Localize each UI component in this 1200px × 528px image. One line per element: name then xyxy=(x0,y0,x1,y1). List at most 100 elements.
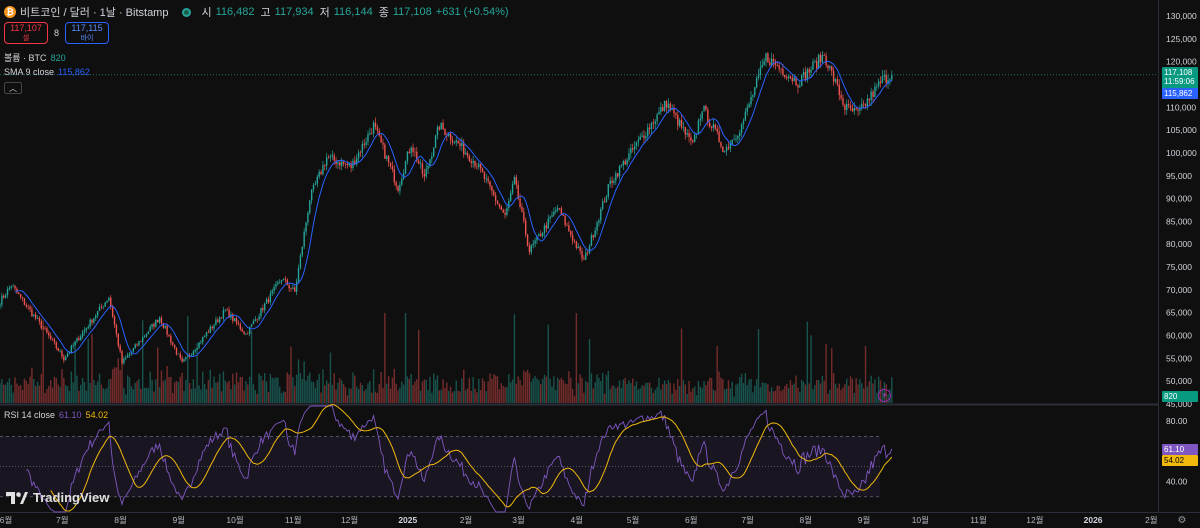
candle-body xyxy=(831,66,833,71)
volume-bar xyxy=(232,373,234,403)
volume-bar xyxy=(187,316,189,403)
candle-body xyxy=(143,336,146,338)
candle-body xyxy=(579,246,581,251)
volume-legend[interactable]: 볼륨 · BTC 820 xyxy=(4,51,66,64)
volume-bar xyxy=(81,377,84,403)
volume-bar xyxy=(209,369,211,403)
candle-body xyxy=(568,225,570,232)
volume-bar xyxy=(342,383,345,403)
candle-body xyxy=(832,70,835,82)
buy-button[interactable]: 117,115 바이 xyxy=(65,22,110,44)
candle-body xyxy=(33,314,35,317)
candle-body xyxy=(577,246,579,249)
volume-bar xyxy=(521,385,523,403)
candle-body xyxy=(459,143,461,147)
collapse-legend-button[interactable]: ︿ xyxy=(4,82,22,94)
volume-bar xyxy=(665,384,668,403)
volume-bar xyxy=(80,384,82,403)
volume-bar xyxy=(440,389,442,403)
candle-body xyxy=(643,135,645,139)
volume-bar xyxy=(658,377,660,403)
candle-body xyxy=(707,109,709,123)
candle-body xyxy=(641,135,643,137)
candle-body xyxy=(6,289,9,296)
price-axis-tick-label: 120,000 xyxy=(1166,57,1197,67)
symbol-title[interactable]: 비트코인 / 달러 · 1날 · Bitstamp xyxy=(20,7,169,19)
candle-body xyxy=(553,211,555,216)
candle-body xyxy=(267,299,270,303)
time-axis-tick-label: 3월 xyxy=(512,515,525,525)
volume-bar xyxy=(470,390,472,403)
volume-bar xyxy=(472,377,474,403)
candle-body xyxy=(404,161,407,174)
candle-body xyxy=(158,317,161,323)
candle-body xyxy=(187,355,189,357)
tradingview-logo-text: TradingView xyxy=(33,490,110,505)
volume-bar xyxy=(590,373,593,403)
volume-bar xyxy=(397,390,399,403)
candle-body xyxy=(793,77,795,82)
gear-icon[interactable]: ⚙ xyxy=(1177,514,1187,526)
volume-bar xyxy=(277,377,279,403)
candle-body xyxy=(327,157,330,159)
candle-body xyxy=(173,344,176,348)
volume-bar xyxy=(115,367,118,403)
price-axis-tick-label: 45,000 xyxy=(1166,399,1192,409)
volume-bar xyxy=(327,383,330,403)
volume-bar xyxy=(669,382,671,403)
candle-body xyxy=(34,314,37,319)
volume-bar xyxy=(570,377,572,403)
volume-bar xyxy=(797,387,799,403)
price-axis-tick-label: 125,000 xyxy=(1166,34,1197,44)
candle-body xyxy=(299,255,302,268)
volume-bar xyxy=(145,387,148,403)
candle-body xyxy=(660,107,662,112)
candle-body xyxy=(249,326,251,334)
volume-bar xyxy=(74,340,76,403)
volume-bar xyxy=(429,377,431,403)
candle-body xyxy=(876,85,878,87)
price-axis-tick-label: 80,000 xyxy=(1166,239,1192,249)
volume-bar xyxy=(96,381,99,403)
candle-body xyxy=(399,184,401,192)
candle-body xyxy=(380,135,382,143)
volume-bar xyxy=(138,379,140,403)
candle-body xyxy=(119,345,121,352)
volume-bar xyxy=(816,379,818,403)
rsi-legend[interactable]: RSI 14 close 61.10 54.02 xyxy=(4,410,108,420)
candle-body xyxy=(4,295,7,298)
volume-bar xyxy=(151,379,153,403)
price-axis-tick-label: 100,000 xyxy=(1166,148,1197,158)
candle-body xyxy=(506,208,508,215)
candle-body xyxy=(138,341,140,346)
candle-body xyxy=(384,144,386,159)
volume-bar xyxy=(164,379,166,403)
candle-body xyxy=(222,310,225,319)
candle-body xyxy=(277,282,279,285)
volume-bar xyxy=(506,386,508,403)
sma-legend[interactable]: SMA 9 close 115,862 xyxy=(4,67,90,77)
volume-bar xyxy=(615,388,617,403)
volume-bar xyxy=(457,390,459,403)
candle-body xyxy=(318,171,320,177)
volume-bar xyxy=(436,375,439,403)
time-axis-tick-label: 10월 xyxy=(912,515,929,525)
sell-button[interactable]: 117,107 셀 xyxy=(4,22,48,44)
price-axis-tick-label: 130,000 xyxy=(1166,11,1197,21)
candle-body xyxy=(825,55,827,66)
volume-bar xyxy=(812,389,814,403)
volume-bar xyxy=(121,358,123,403)
volume-bar xyxy=(692,388,694,403)
volume-bar xyxy=(70,371,73,403)
volume-bar xyxy=(194,388,196,403)
candle-body xyxy=(693,134,696,142)
volume-bar xyxy=(149,371,151,403)
candle-body xyxy=(440,122,442,130)
candle-body xyxy=(333,155,335,161)
candle-body xyxy=(759,67,762,75)
volume-bar xyxy=(799,392,801,403)
flash-icon[interactable]: ⚡ xyxy=(878,389,891,402)
volume-bar xyxy=(288,374,290,403)
